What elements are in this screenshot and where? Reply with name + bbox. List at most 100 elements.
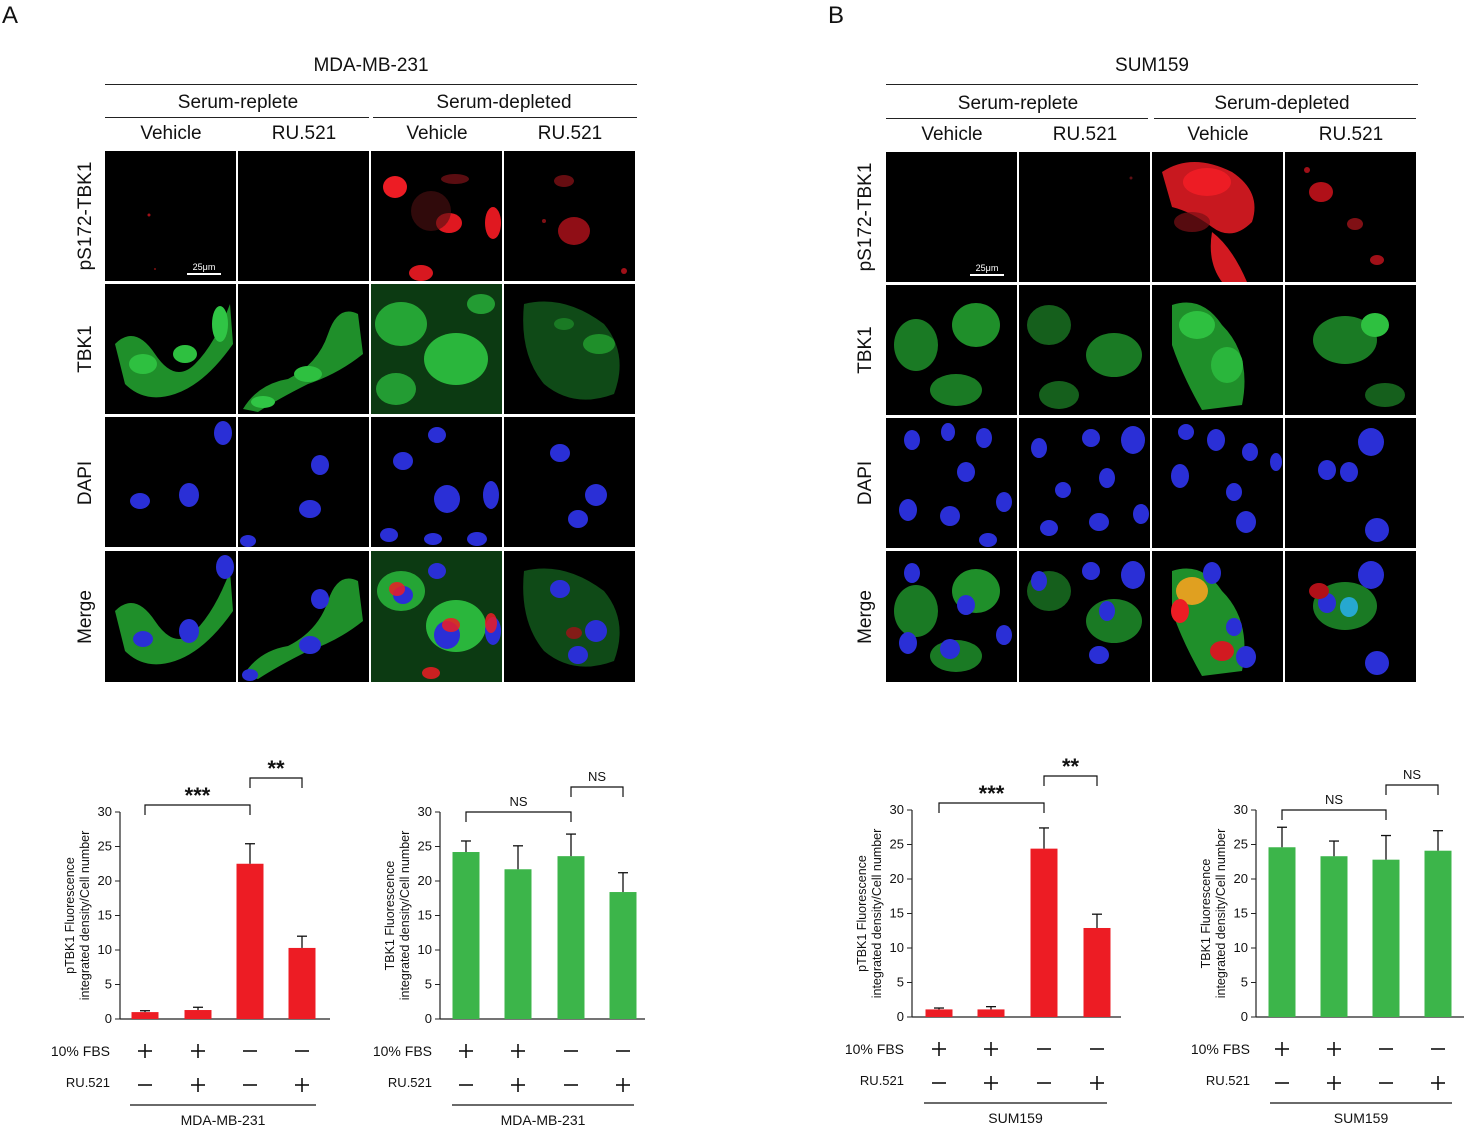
chart-1-ytick-label: 25 [98, 839, 112, 854]
micrograph-b-tbk1-depleted-ru521 [1285, 285, 1416, 415]
chart-2-bar-1 [452, 852, 480, 1019]
chart-2-bar-3 [557, 856, 585, 1019]
treatment-label-b-1: Vehicle [921, 124, 983, 145]
chart-4-ytick-label: 10 [1234, 940, 1248, 955]
micrograph-b-ps172-depleted-ru521 [1285, 152, 1416, 282]
chart-1-bar-1 [131, 1012, 159, 1019]
condition-label-a-1: Serum-replete [177, 92, 299, 113]
micrograph-a-dapi-depleted-vehicle [371, 417, 502, 547]
chart-4-bar-1 [1268, 847, 1296, 1017]
chart-3-ylabel-line1: pTBK1 Fluorescence [855, 855, 869, 972]
treatment-label-a-4: RU.521 [537, 123, 603, 144]
micrograph-b-tbk1-replete-ru521 [1019, 285, 1150, 415]
chart-4-ylabel-line1: TBK1 Fluorescence [1199, 859, 1213, 969]
chart-1-ytick-label: 30 [98, 804, 112, 819]
chart-3-ytick-label: 15 [890, 906, 904, 921]
chart-3-ytick-label: 10 [890, 940, 904, 955]
chart-4-significance-2: NS [1403, 767, 1421, 782]
chart-1-ylabel-line2: integrated density/Cell number [78, 831, 92, 1001]
chart-2-significance-1: NS [509, 794, 527, 809]
chart-2-bar-2 [504, 869, 532, 1019]
chart-3-bar-1 [925, 1009, 953, 1017]
chart-2-bracket-1 [465, 811, 572, 822]
chart-1-ytick-label: 20 [98, 873, 112, 888]
chart-1-group-label: MDA-MB-231 [181, 1112, 266, 1126]
chart-3-ytick-label: 0 [897, 1009, 904, 1024]
chart-4-group-label: SUM159 [1334, 1110, 1389, 1126]
micrograph-a-merge-replete-vehicle [105, 551, 236, 682]
treatment-label-a-3: Vehicle [406, 123, 468, 144]
chart-2-bar-4 [609, 892, 637, 1019]
chart-1-ytick-label: 10 [98, 942, 112, 957]
title-rule-b [886, 84, 1418, 85]
micrograph-b-dapi-replete-ru521 [1019, 418, 1150, 548]
chart-2-row-label-ru521: RU.521 [388, 1075, 432, 1090]
micrograph-b-merge-replete-ru521 [1019, 551, 1150, 682]
micrograph-b-tbk1-depleted-vehicle [1152, 285, 1283, 415]
scale-bar-a [187, 273, 221, 275]
micrograph-b-merge-replete-vehicle [886, 551, 1017, 682]
chart-4-significance-1: NS [1325, 792, 1343, 807]
treatment-label-a-2: RU.521 [271, 123, 337, 144]
scale-bar-label-b: 25μm [975, 263, 999, 273]
chart-4-row-label-ru521: RU.521 [1206, 1073, 1250, 1088]
condition-rule-a-2 [373, 117, 637, 118]
chart-3-bar-3 [1030, 848, 1058, 1017]
chart-4-bracket-1 [1281, 809, 1387, 820]
chart-2-ytick-label: 25 [418, 839, 432, 854]
micrograph-a-merge-depleted-vehicle [371, 551, 502, 682]
chart-3-group-label: SUM159 [988, 1110, 1043, 1126]
chart-4-ytick-label: 20 [1234, 871, 1248, 886]
micrograph-a-tbk1-depleted-ru521 [504, 284, 635, 414]
chart-1-bracket-2 [249, 777, 303, 788]
chart-1-row-label-ru521: RU.521 [66, 1075, 110, 1090]
micrograph-a-merge-depleted-ru521 [504, 551, 635, 682]
chart-4-ylabel-line2: integrated density/Cell number [1214, 829, 1228, 999]
chart-1-ytick-label: 5 [105, 977, 112, 992]
chart-1-significance-2: ** [267, 756, 285, 781]
chart-3-ylabel-line2: integrated density/Cell number [870, 829, 884, 999]
chart-2-ytick-label: 10 [418, 942, 432, 957]
micrograph-a-tbk1-replete-ru521 [238, 284, 369, 414]
micrograph-b-dapi-depleted-vehicle [1152, 418, 1283, 548]
chart-1-bar-4 [288, 947, 316, 1019]
chart-1-ylabel-line1: pTBK1 Fluorescence [63, 857, 77, 974]
condition-label-b-2: Serum-depleted [1214, 93, 1350, 114]
chart-3-bracket-1 [938, 802, 1045, 813]
chart-2-ytick-label: 15 [418, 908, 432, 923]
micrograph-b-merge-depleted-vehicle [1152, 551, 1283, 682]
chart-3-ytick-label: 5 [897, 975, 904, 990]
micrograph-a-dapi-replete-vehicle [105, 417, 236, 547]
chart-4-ytick-label: 0 [1241, 1009, 1248, 1024]
chart-2-ytick-label: 20 [418, 873, 432, 888]
chart-2-ylabel-line2: integrated density/Cell number [398, 831, 412, 1001]
micrograph-b-ps172-replete-vehicle [886, 152, 1017, 282]
condition-rule-b-2 [1154, 118, 1416, 119]
chart-4-ytick-label: 15 [1234, 906, 1248, 921]
micrograph-a-dapi-depleted-ru521 [504, 417, 635, 547]
chart-2-ytick-label: 5 [425, 977, 432, 992]
treatment-label-a-1: Vehicle [140, 123, 202, 144]
panel-letter-b: B [828, 2, 845, 29]
chart-3-ytick-label: 20 [890, 871, 904, 886]
condition-label-b-1: Serum-replete [957, 93, 1079, 114]
treatment-label-b-2: RU.521 [1052, 124, 1118, 145]
title-rule-a [105, 84, 637, 85]
micrograph-b-tbk1-replete-vehicle [886, 285, 1017, 415]
chart-2-ytick-label: 30 [418, 804, 432, 819]
scale-bar-b [970, 274, 1004, 276]
micrograph-b-merge-depleted-ru521 [1285, 551, 1416, 682]
chart-3-ytick-label: 25 [890, 837, 904, 852]
chart-2-row-label-fbs: 10% FBS [373, 1043, 432, 1059]
treatment-label-b-4: RU.521 [1318, 124, 1384, 145]
micrograph-a-ps172-replete-ru521 [238, 151, 369, 281]
chart-4-ytick-label: 25 [1234, 837, 1248, 852]
chart-4-bar-2 [1320, 856, 1348, 1017]
scale-bar-label-a: 25μm [192, 262, 216, 272]
chart-1-bar-3 [236, 863, 264, 1019]
chart-3-bar-4 [1083, 927, 1111, 1017]
chart-4-bar-3 [1372, 859, 1400, 1017]
micrograph-b-dapi-replete-vehicle [886, 418, 1017, 548]
chart-2-group-label: MDA-MB-231 [501, 1112, 586, 1126]
chart-3-row-label-ru521: RU.521 [860, 1073, 904, 1088]
